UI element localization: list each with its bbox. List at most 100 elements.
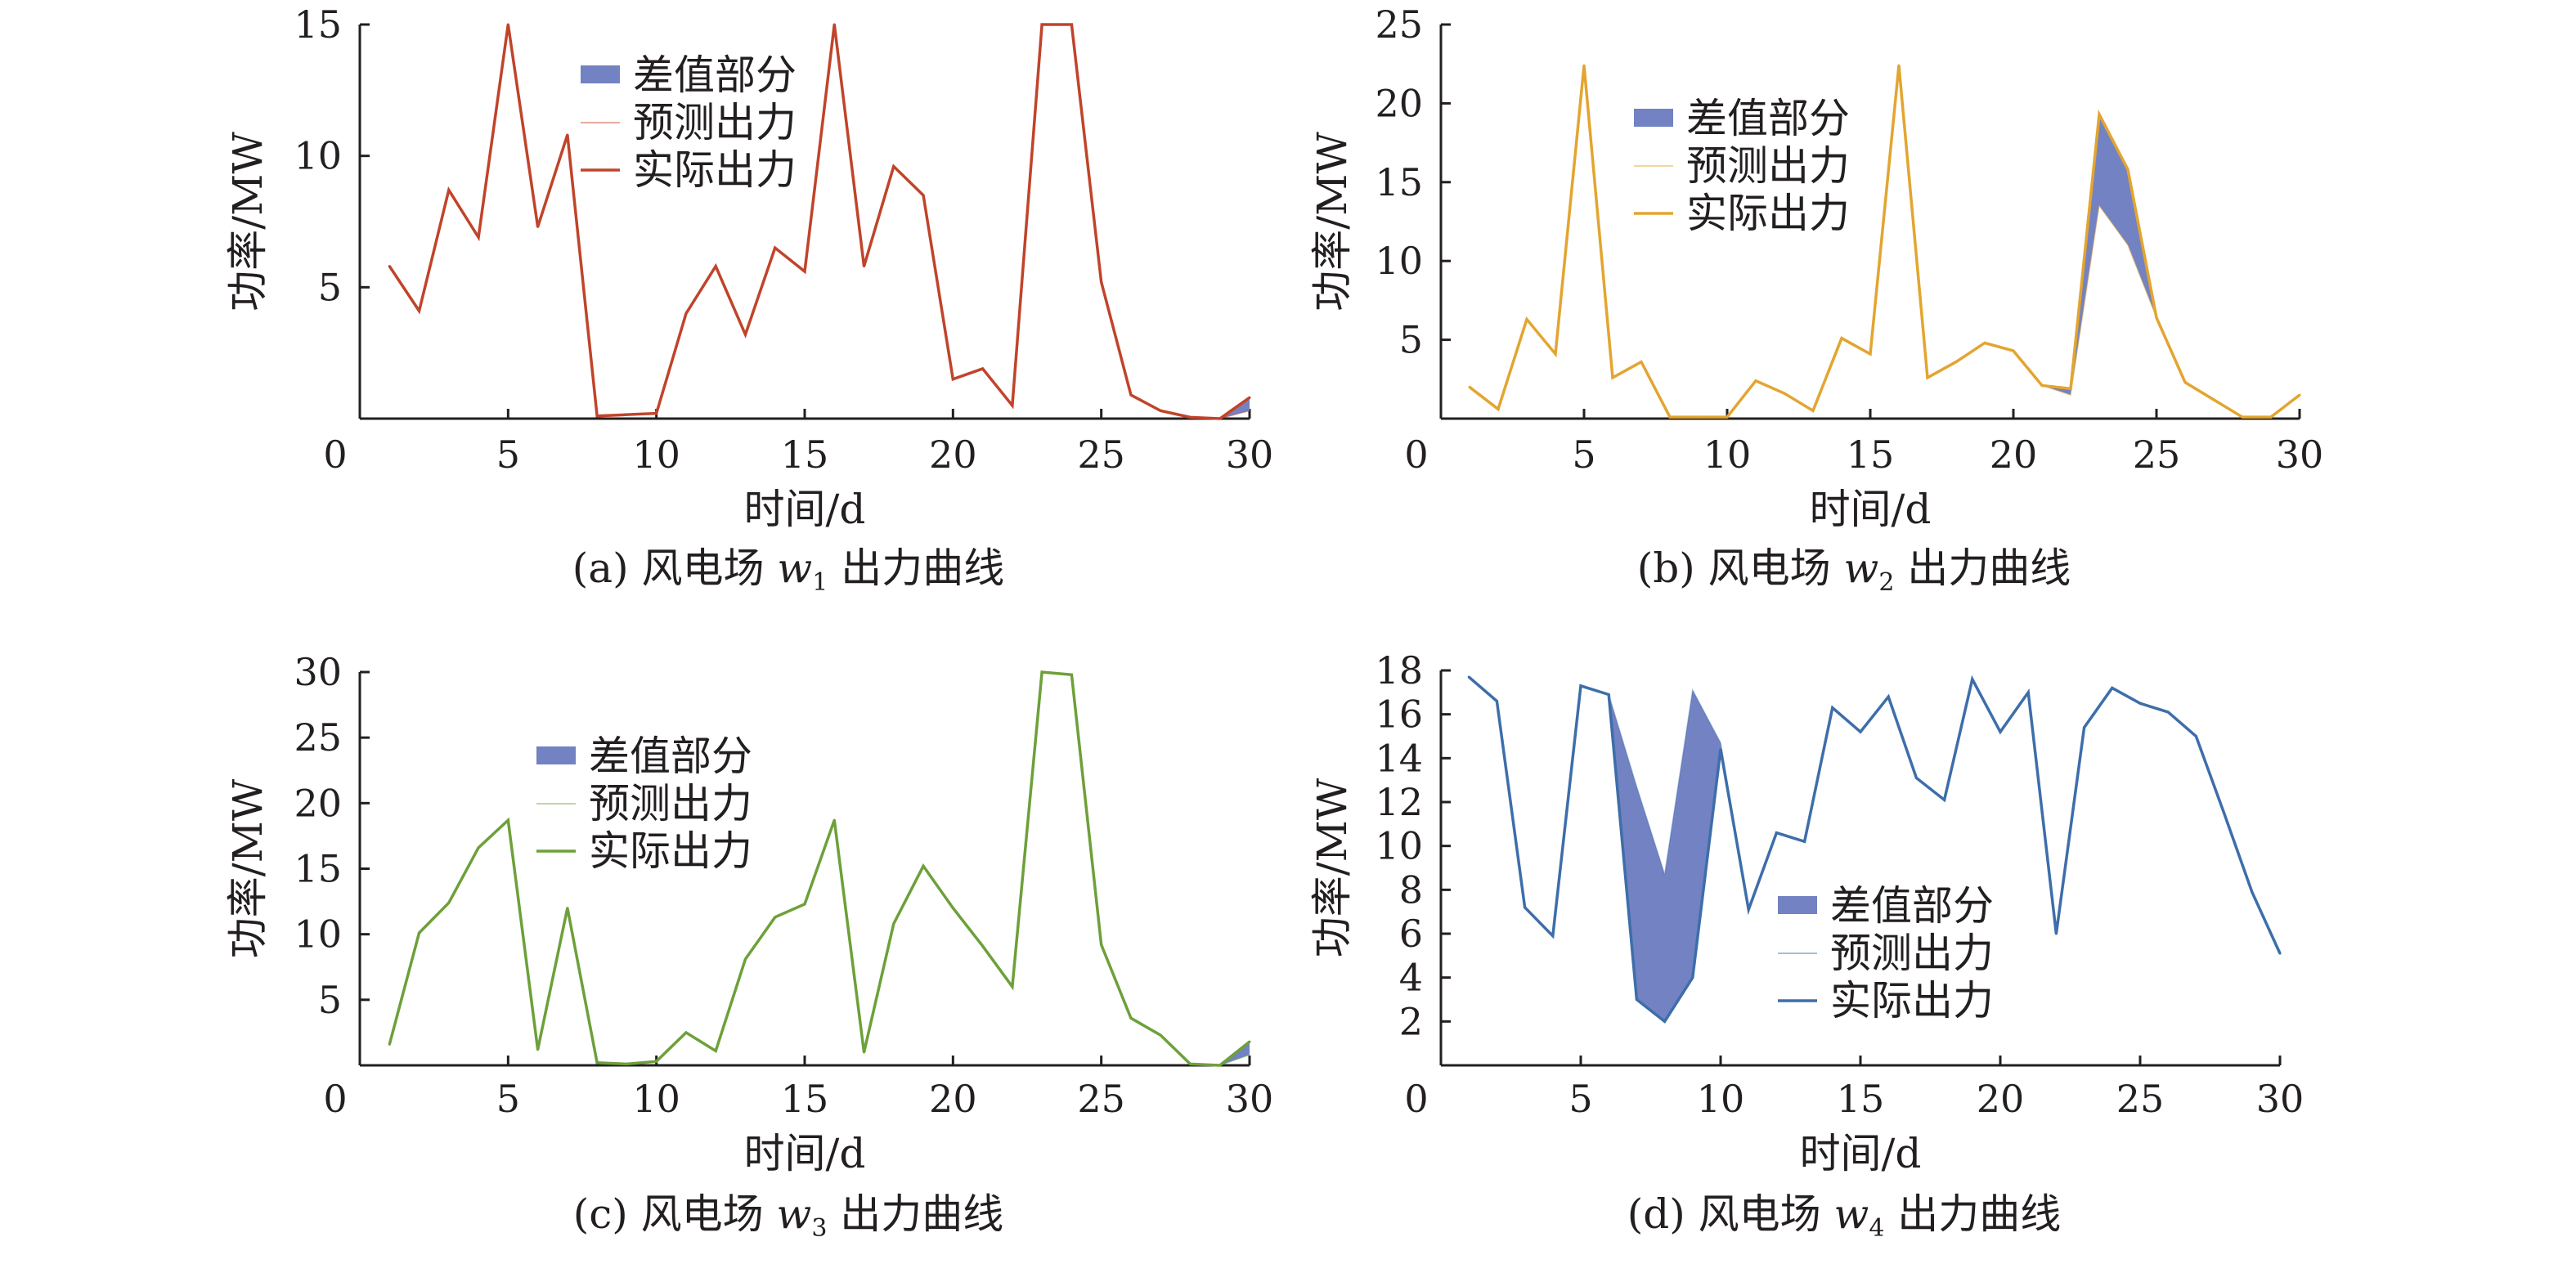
legend-swatch-difference: [1634, 109, 1673, 127]
legend-label: 差值部分: [1686, 95, 1850, 142]
actual-point: [832, 23, 836, 26]
actual-point: [418, 309, 421, 312]
x-tick-label: 15: [1837, 1077, 1885, 1121]
x-tick-label: 20: [929, 1077, 977, 1121]
actual-point: [1611, 376, 1614, 379]
actual-point: [2166, 710, 2170, 714]
legend-label: 预测出力: [1686, 142, 1850, 190]
actual-point: [832, 818, 836, 822]
actual-point: [743, 957, 747, 961]
y-tick-label: 14: [1375, 736, 1423, 780]
actual-point: [2298, 393, 2301, 397]
x-tick-label: 30: [2256, 1077, 2304, 1121]
x-tick-label: 10: [1697, 1077, 1745, 1121]
y-tick-label: 10: [1375, 824, 1423, 868]
x-tick-label: 5: [1572, 433, 1595, 477]
difference-area: [1469, 677, 2280, 1022]
legend-label: 差值部分: [1830, 882, 1994, 930]
y-tick-label: 2: [1399, 999, 1423, 1043]
x-tick-label: 15: [781, 433, 829, 477]
actual-point: [2069, 387, 2072, 390]
actual-point: [892, 922, 895, 926]
actual-point: [951, 907, 954, 910]
actual-point: [536, 1048, 540, 1051]
actual-point: [2183, 381, 2187, 384]
actual-point: [1218, 1064, 1222, 1067]
x-tick-label: 15: [781, 1077, 829, 1121]
y-tick-label: 5: [318, 265, 342, 309]
y-tick-label: 8: [1399, 867, 1423, 912]
y-tick-label: 4: [1399, 956, 1423, 1000]
actual-point: [922, 194, 925, 197]
legend-label: 预测出力: [1830, 930, 1994, 977]
actual-point: [1697, 415, 1700, 419]
actual-point: [1188, 1062, 1192, 1065]
actual-point: [2098, 113, 2101, 116]
actual-point: [1011, 404, 1014, 407]
y-tick-label: 6: [1399, 912, 1423, 956]
y-tick-label: 10: [294, 912, 342, 957]
y-axis-title: 功率/MW: [1308, 132, 1356, 312]
panel-caption: (c) 风电场 w3 出力曲线: [573, 1190, 1004, 1243]
actual-point: [1668, 415, 1672, 419]
actual-point: [388, 265, 391, 268]
y-tick-label: 15: [294, 847, 342, 891]
actual-point: [684, 312, 688, 315]
actual-point: [1188, 415, 1192, 419]
actual-point: [774, 246, 777, 249]
difference-area: [389, 672, 1250, 1065]
y-tick-label: 16: [1375, 693, 1423, 737]
actual-point: [2269, 415, 2273, 419]
actual-point: [1607, 693, 1610, 697]
actual-point: [803, 270, 806, 273]
legend-swatch-difference: [581, 65, 620, 83]
x-axis-title: 时间/d: [1810, 486, 1932, 533]
legend-label: 实际出力: [1686, 190, 1850, 237]
actual-point: [1011, 985, 1014, 988]
actual-point: [981, 367, 985, 370]
actual-point: [1579, 684, 1582, 688]
actual-point: [863, 1051, 866, 1054]
x-tick-label: 5: [496, 433, 520, 477]
actual-point: [2126, 168, 2129, 171]
y-axis-title: 功率/MW: [224, 778, 272, 958]
x-tick-label: 30: [2276, 433, 2324, 477]
actual-point: [1897, 64, 1901, 67]
x-tick-label: 20: [1977, 1077, 2025, 1121]
x-axis-title: 时间/d: [744, 486, 866, 533]
y-tick-label: 10: [294, 134, 342, 178]
actual-point: [1887, 695, 1890, 698]
actual-point: [655, 1060, 658, 1063]
actual-point: [655, 412, 658, 415]
legend-swatch-difference: [1778, 896, 1817, 914]
y-tick-label: 20: [1375, 81, 1423, 125]
actual-point: [1495, 700, 1498, 703]
actual-point: [1070, 23, 1073, 26]
actual-point: [2054, 932, 2058, 935]
legend-label: 预测出力: [633, 99, 797, 146]
legend-label: 实际出力: [1830, 977, 1994, 1024]
y-axis-title: 功率/MW: [224, 132, 272, 312]
difference-area: [1470, 65, 2300, 418]
actual-point: [1811, 409, 1815, 412]
actual-point: [2251, 890, 2254, 894]
actual-point: [1100, 943, 1103, 946]
y-tick-label: 25: [1375, 2, 1423, 47]
x-tick-label: 10: [1703, 433, 1752, 477]
actual-line: [1468, 65, 2301, 419]
actual-point: [566, 133, 569, 137]
actual-point: [625, 1062, 628, 1065]
actual-point: [1943, 798, 1946, 801]
actual-point: [1999, 730, 2002, 733]
x-tick-label: 20: [1990, 433, 2038, 477]
actual-point: [863, 265, 866, 268]
actual-point: [1525, 318, 1528, 321]
actual-point: [595, 415, 599, 418]
legend-label: 差值部分: [633, 52, 797, 99]
actual-point: [2040, 384, 2044, 388]
actual-point: [1840, 337, 1843, 340]
legend-label: 实际出力: [589, 827, 752, 875]
